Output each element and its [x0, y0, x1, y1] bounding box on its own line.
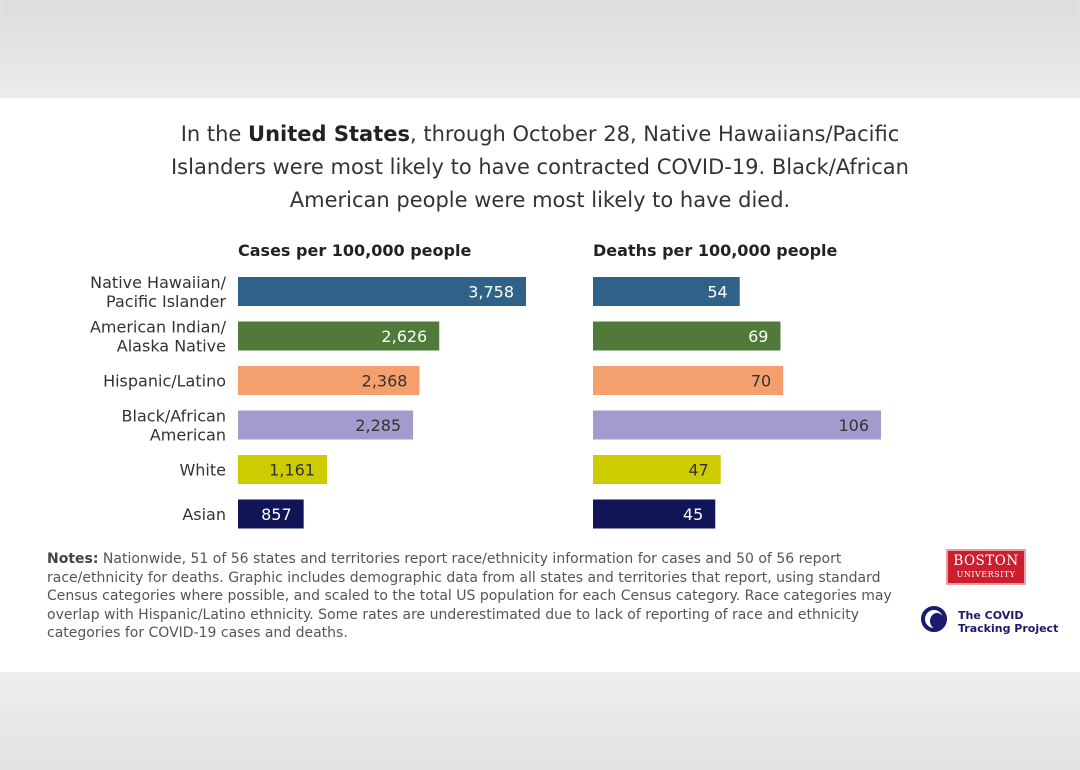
notes-label: Notes: — [47, 551, 99, 567]
value-label: 1,161 — [269, 461, 315, 480]
bar — [593, 410, 881, 440]
value-label: 2,626 — [381, 327, 427, 346]
bar — [238, 499, 304, 529]
bar — [593, 455, 721, 484]
ctp-circle-icon — [921, 606, 947, 632]
bar — [238, 455, 327, 484]
value-label: 54 — [707, 283, 727, 302]
category-label: American Indian/ — [90, 318, 227, 337]
category-label: Native Hawaiian/ — [90, 273, 226, 292]
category-label: Asian — [182, 505, 226, 524]
infographic-card: In the United States, through October 28… — [0, 98, 1080, 672]
background-bottom — [0, 672, 1080, 770]
ctp-logo-line1: The COVID — [958, 609, 1024, 622]
background-top — [0, 0, 1080, 98]
category-label: American — [150, 426, 226, 445]
ctp-logo-line2: Tracking Project — [958, 622, 1059, 635]
value-label: 70 — [751, 372, 771, 391]
panel-title: Cases per 100,000 people — [238, 241, 471, 260]
value-label: 69 — [748, 327, 768, 346]
panel-title: Deaths per 100,000 people — [593, 241, 838, 260]
value-label: 106 — [838, 416, 869, 435]
boston-university-logo: BOSTON UNIVERSITY — [946, 549, 1026, 585]
bar — [238, 277, 526, 306]
value-label: 3,758 — [468, 283, 514, 302]
headline-post: , through October 28, Native Hawaiians/P… — [170, 122, 909, 212]
ctp-logo-text: The COVID Tracking Project — [958, 609, 1058, 635]
bar-charts: Cases per 100,000 people 3,758 2,626 2,368 2… — [90, 241, 881, 529]
category-label: Pacific Islander — [106, 292, 226, 311]
bar — [593, 321, 781, 351]
covid-tracking-project-logo: The COVID Tracking Project — [921, 604, 1061, 644]
category-label: Alaska Native — [117, 337, 226, 356]
value-label: 47 — [688, 461, 708, 480]
value-label: 2,285 — [355, 416, 401, 435]
category-label: Hispanic/Latino — [103, 372, 226, 391]
value-label: 857 — [261, 505, 292, 524]
category-label: White — [179, 461, 226, 480]
bar — [238, 321, 440, 351]
value-label: 2,368 — [362, 372, 408, 391]
headline: In the United States, through October 28… — [140, 118, 940, 217]
headline-pre: In the — [180, 122, 249, 146]
bar — [593, 366, 784, 395]
bu-logo-line1: BOSTON — [953, 553, 1019, 569]
bar — [593, 499, 716, 529]
bu-logo-line2: UNIVERSITY — [956, 570, 1016, 579]
value-label: 45 — [683, 505, 703, 524]
category-label: Black/African — [122, 407, 226, 426]
notes-text: Nationwide, 51 of 56 states and territor… — [47, 551, 892, 641]
headline-bold: United States — [248, 122, 410, 146]
bar — [238, 366, 420, 395]
bar — [593, 277, 740, 306]
notes: Notes: Nationwide, 51 of 56 states and t… — [47, 550, 917, 643]
bar — [238, 410, 414, 440]
